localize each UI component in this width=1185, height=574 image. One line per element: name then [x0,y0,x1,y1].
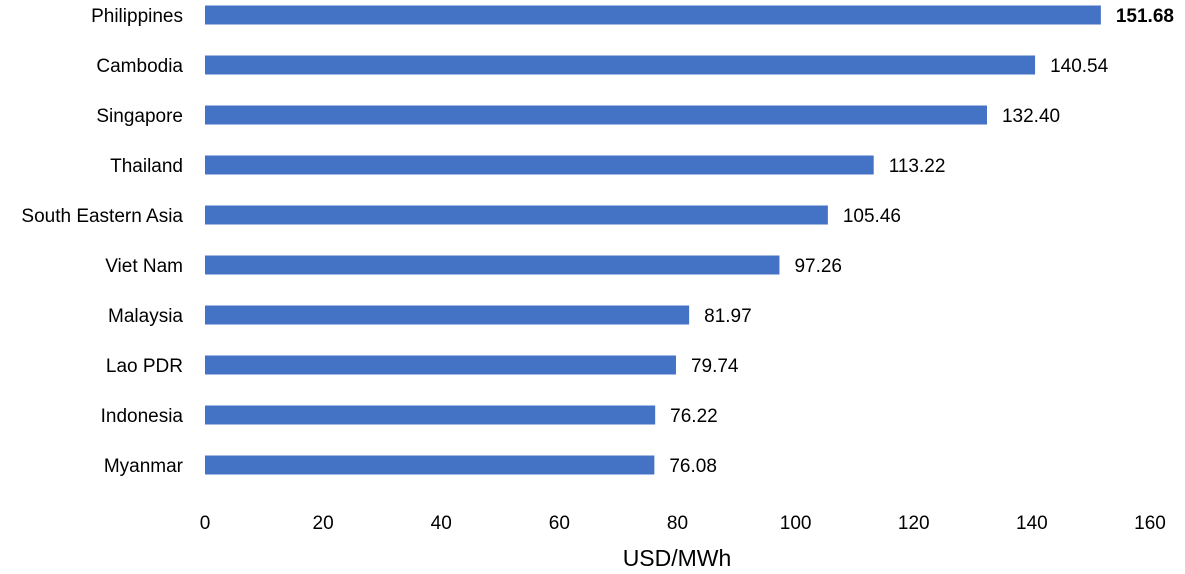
category-label-3: Thailand [110,156,183,177]
value-labels: 151.68 140.54 132.40 113.22 105.46 97.26 81.97… [669,6,1174,477]
x-tick-label-8: 160 [1134,513,1166,534]
bar-9 [205,455,655,475]
category-labels: Philippines Cambodia Singapore Thailand Sout… [21,6,183,477]
category-label-6: Malaysia [108,306,183,327]
x-tick-label-2: 40 [431,513,452,534]
x-tick-label-7: 140 [1016,513,1048,534]
value-label-4: 105.46 [843,206,901,227]
bar-1 [205,55,1036,75]
category-label-8: Indonesia [101,406,184,427]
value-label-3: 113.22 [889,156,946,177]
category-label-7: Lao PDR [106,356,183,377]
value-label-5: 97.26 [794,256,842,277]
bar-7 [205,355,676,375]
x-tick-label-3: 60 [549,513,570,534]
bars-group [205,5,1101,475]
bar-3 [205,155,874,175]
bar-0 [205,5,1101,25]
value-label-7: 79.74 [691,356,739,377]
bar-4 [205,205,828,225]
bar-2 [205,105,987,125]
value-label-6: 81.97 [704,306,752,327]
value-label-8: 76.22 [670,406,718,427]
bar-8 [205,405,656,425]
x-tick-label-5: 100 [780,513,812,534]
value-label-2: 132.40 [1002,106,1060,127]
x-tick-label-6: 120 [898,513,930,534]
category-label-2: Singapore [96,106,183,127]
x-tick-label-1: 20 [313,513,334,534]
category-label-9: Myanmar [104,456,184,477]
x-tick-label-4: 80 [667,513,688,534]
bar-6 [205,305,690,325]
category-label-0: Philippines [91,6,183,27]
category-label-5: Viet Nam [105,256,183,277]
category-label-1: Cambodia [96,56,183,77]
bar-5 [205,255,780,275]
x-axis-ticks: 0 20 40 60 80 100 120 140 160 [200,513,1166,534]
value-label-1: 140.54 [1050,56,1109,77]
value-label-0: 151.68 [1116,6,1174,27]
value-label-9: 76.08 [669,456,717,477]
x-tick-label-0: 0 [200,513,211,534]
category-label-4: South Eastern Asia [21,206,183,227]
x-axis-title: USD/MWh [623,545,732,571]
